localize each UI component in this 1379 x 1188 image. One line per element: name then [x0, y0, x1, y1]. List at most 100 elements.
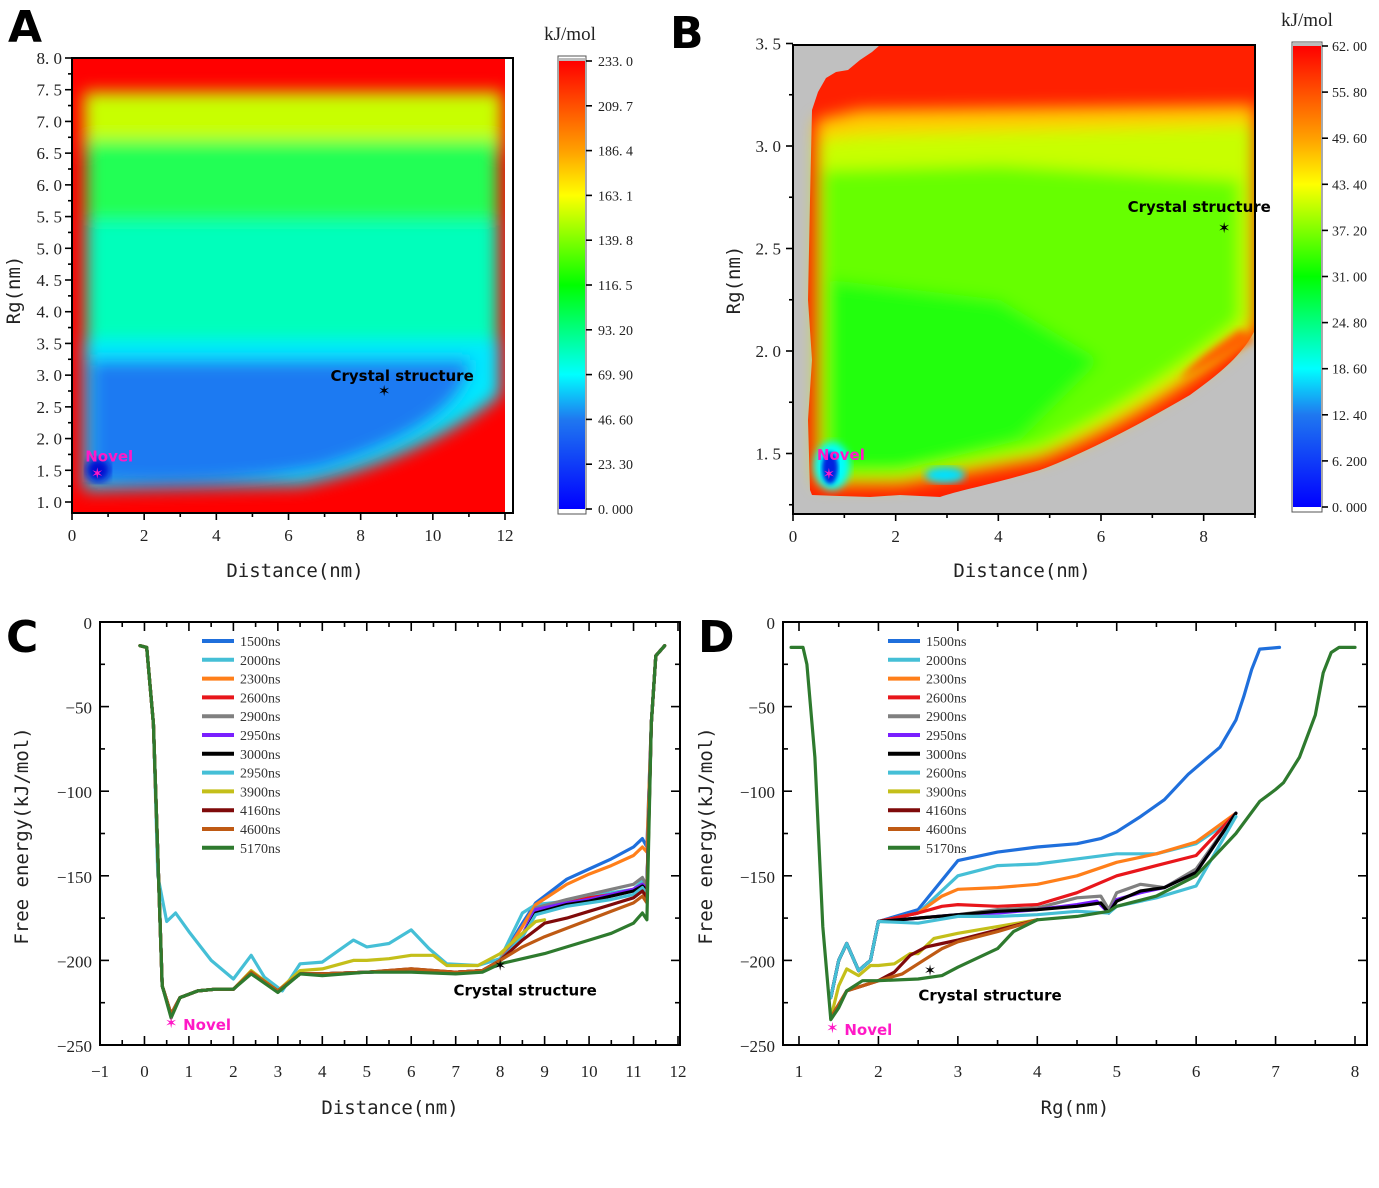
y-tick-label: 1. 5 [756, 445, 782, 464]
line-chart-c-legend: 1500ns 2000ns 2300ns 2600ns 2900ns 2950ns 3000… [202, 635, 280, 857]
legend-label: 2000ns [240, 654, 280, 669]
line-chart-d-xlabel: Rg(nm) [1041, 1097, 1110, 1119]
line-chart-c-xlabel: Distance(nm) [321, 1097, 458, 1119]
legend-label: 2900ns [240, 710, 280, 725]
line-chart-c-series [138, 644, 667, 1020]
y-tick-label: −250 [57, 1037, 92, 1056]
colorbar-tick-label: 116. 5 [598, 279, 632, 294]
legend-label: 4600ns [926, 823, 966, 838]
heatmap-b [793, 45, 1255, 514]
legend-label: 2900ns [926, 710, 966, 725]
legend-label: 5170ns [240, 842, 280, 857]
colorbar-b-gradient [1293, 46, 1321, 507]
colorbar-tick-label: 93. 20 [598, 324, 633, 339]
x-tick-label: 2 [140, 526, 149, 545]
colorbar-b-unit: kJ/mol [1281, 10, 1333, 31]
colorbar-tick-label: 31. 00 [1332, 271, 1367, 286]
x-tick-label: 12 [670, 1062, 687, 1081]
legend-label: 2950ns [240, 767, 280, 782]
y-tick-label: 3. 5 [756, 35, 782, 54]
y-tick-label: 2. 5 [756, 240, 782, 259]
legend-label: 2300ns [240, 673, 280, 688]
colorbar-tick-label: 37. 20 [1332, 224, 1367, 239]
heatmap-b-right-orange [1180, 330, 1255, 380]
colorbar-tick-label: 6. 200 [1332, 455, 1367, 470]
y-tick-label: 1. 0 [37, 493, 63, 512]
y-tick-label: 0 [84, 614, 93, 633]
y-tick-label: 3. 0 [37, 366, 63, 385]
x-tick-label: 2 [874, 1062, 883, 1081]
annotation-star-icon: ✶ [91, 464, 104, 482]
series-line-4600ns [829, 918, 1039, 1020]
y-tick-label: −200 [740, 952, 775, 971]
colorbar-b-top-cap [1293, 43, 1321, 46]
y-tick-label: 6. 5 [37, 144, 63, 163]
line-chart-d-annotations: ✶ Crystal structure ✶ Novel [826, 962, 1062, 1040]
line-chart-c-annotations: ✶ Crystal structure ✶ Novel [165, 956, 597, 1034]
x-tick-label: −1 [91, 1062, 109, 1081]
colorbar-tick-label: 139. 8 [598, 234, 633, 249]
colorbar-tick-label: 62. 00 [1332, 40, 1367, 55]
y-tick-label: −200 [57, 952, 92, 971]
colorbar-tick-label: 163. 1 [598, 189, 633, 204]
x-tick-label: 5 [363, 1062, 372, 1081]
y-tick-label: −50 [748, 699, 775, 718]
heatmap-a-annotations: ✶Crystal structure✶Novel [85, 367, 473, 482]
colorbar-tick-label: 186. 4 [598, 145, 633, 160]
annotation-label-novel: Novel [844, 1021, 892, 1039]
line-chart-d-series [789, 645, 1357, 1022]
annotation-label-crystal: Crystal structure [918, 987, 1061, 1005]
colorbar-b-ticks: 0. 000 6. 200 12. 40 18. 60 24. 80 31. 00 37. … [1322, 40, 1367, 516]
line-chart-d-ylabel: Free energy(kJ/mol) [695, 727, 717, 944]
x-tick-label: 6 [1097, 527, 1106, 546]
y-tick-label: 7. 5 [37, 81, 63, 100]
legend-label: 3000ns [240, 748, 280, 763]
x-tick-label: 6 [407, 1062, 416, 1081]
annotation-star-icon: ✶ [823, 465, 836, 483]
annotation-star-icon: ✶ [165, 1014, 178, 1032]
y-tick-label: 2. 0 [756, 342, 782, 361]
heatmap-a [72, 58, 513, 513]
colorbar-tick-label: 43. 40 [1332, 178, 1367, 193]
colorbar-a-gradient [559, 61, 585, 509]
legend-label: 2000ns [926, 654, 966, 669]
series-line-2600ns [829, 811, 1238, 1000]
colorbar-tick-label: 69. 90 [598, 369, 633, 384]
panel-letter-c: C [6, 612, 38, 663]
x-tick-label: 10 [424, 526, 441, 545]
heatmap-a-axes: 0 2 4 6 8 10 12 1. 0 1. 5 2. 0 2. 5 3. 0 3. 5 4. 0 4. … [37, 49, 514, 545]
colorbar-a-top-cap [559, 58, 585, 61]
x-tick-label: 3 [954, 1062, 963, 1081]
colorbar-tick-label: 46. 60 [598, 413, 633, 428]
annotation-label-crystal: Crystal structure [1128, 198, 1271, 216]
line-chart-c-axes: −1 0 1 2 3 4 5 6 7 8 9 10 11 12−250−200−150−100−500 [57, 614, 687, 1081]
panel-letter-d: D [698, 612, 735, 663]
y-tick-label: 3. 0 [756, 137, 782, 156]
legend-label: 3900ns [240, 785, 280, 800]
heatmap-b-minimum [822, 452, 838, 484]
y-tick-label: 4. 0 [37, 303, 63, 322]
y-tick-label: 7. 0 [37, 112, 63, 131]
series-line-3900ns [829, 918, 1039, 1020]
legend-label: 4600ns [240, 823, 280, 838]
annotation-star-icon: ✶ [924, 962, 937, 980]
x-tick-label: 7 [451, 1062, 460, 1081]
y-tick-label: −150 [57, 868, 92, 887]
series-line-5170ns [789, 645, 1357, 1022]
heatmap-a-frame [71, 57, 514, 514]
x-tick-label: 4 [318, 1062, 327, 1081]
line-chart-c-ylabel: Free energy(kJ/mol) [11, 727, 33, 944]
colorbar-tick-label: 209. 7 [598, 100, 633, 115]
x-tick-label: 6 [284, 526, 293, 545]
x-tick-label: 8 [1199, 527, 1208, 546]
annotation-label-novel: Novel [817, 446, 865, 464]
series-line-1500ns [829, 645, 1282, 1000]
y-tick-label: 5. 0 [37, 239, 63, 258]
line-chart-d-legend: 1500ns 2000ns 2300ns 2600ns 2900ns 2950ns 3000… [888, 635, 966, 857]
legend-label: 2950ns [240, 729, 280, 744]
colorbar-tick-label: 233. 0 [598, 55, 633, 70]
legend-label: 2300ns [926, 673, 966, 688]
y-tick-label: 3. 5 [37, 334, 63, 353]
y-tick-label: −250 [740, 1037, 775, 1056]
annotation-label-novel: Novel [85, 447, 133, 465]
